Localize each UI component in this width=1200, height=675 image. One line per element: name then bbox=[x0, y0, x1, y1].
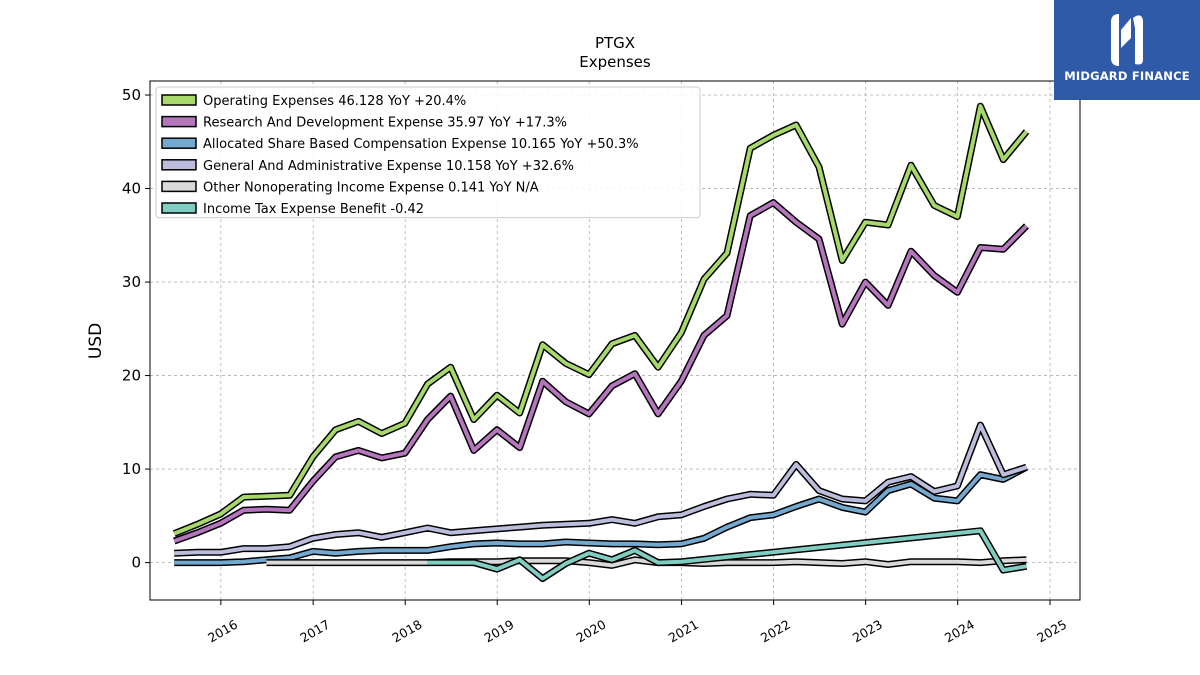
x-axis: 2016 2017 2018 2019 2020 2021 2022 2023 2024 2025 bbox=[205, 600, 1069, 645]
y-tick-label: 40 bbox=[122, 180, 141, 198]
x-tick-label: 2019 bbox=[481, 617, 516, 646]
legend-swatch bbox=[161, 115, 197, 128]
legend-swatch bbox=[161, 137, 197, 149]
x-tick-label: 2018 bbox=[389, 617, 424, 646]
brand-logo: MIDGARD FINANCE bbox=[1054, 0, 1200, 100]
legend-label: Other Nonoperating Income Expense 0.141 … bbox=[203, 180, 539, 195]
y-tick-label: 0 bbox=[131, 554, 141, 572]
legend-swatch bbox=[161, 202, 197, 214]
brand-logo-icon bbox=[1111, 14, 1143, 66]
legend-label: Research And Development Expense 35.97 Y… bbox=[203, 116, 567, 131]
x-tick-label: 2022 bbox=[758, 617, 793, 646]
series-line-6 bbox=[427, 527, 1028, 582]
series-lines bbox=[172, 102, 1030, 582]
x-tick-label: 2023 bbox=[850, 617, 885, 646]
series-stroke bbox=[174, 465, 1028, 565]
y-axis-label: USD bbox=[86, 323, 106, 359]
y-tick-label: 10 bbox=[122, 460, 141, 478]
series-line-1 bbox=[172, 102, 1030, 537]
x-tick-label: 2017 bbox=[297, 617, 332, 646]
x-tick-label: 2024 bbox=[942, 617, 977, 646]
x-tick-label: 2021 bbox=[666, 617, 701, 646]
series-stroke bbox=[174, 423, 1028, 556]
legend-label: Income Tax Expense Benefit -0.42 bbox=[203, 202, 424, 217]
legend-swatch bbox=[161, 159, 197, 171]
legend-label: Allocated Share Based Compensation Expen… bbox=[203, 137, 639, 152]
brand-name: MIDGARD FINANCE bbox=[1064, 69, 1190, 83]
y-tick-label: 50 bbox=[122, 86, 141, 104]
chart-title: PTGX bbox=[595, 34, 635, 52]
legend-label: General And Administrative Expense 10.15… bbox=[203, 159, 574, 174]
x-tick-label: 2016 bbox=[205, 617, 240, 646]
x-tick-label: 2025 bbox=[1034, 617, 1069, 646]
legend: Operating Expenses 46.128 YoY +20.4% Rese… bbox=[155, 86, 701, 219]
series-stroke bbox=[266, 557, 1027, 568]
series-line-2 bbox=[173, 199, 1029, 545]
series-stroke bbox=[173, 104, 1029, 536]
series-line-3 bbox=[174, 464, 1029, 567]
series-outline bbox=[427, 527, 1028, 582]
y-tick-label: 30 bbox=[122, 273, 141, 291]
series-stroke bbox=[173, 200, 1028, 543]
y-axis: 0 10 20 30 40 50 bbox=[122, 86, 150, 572]
series-line-4 bbox=[174, 421, 1028, 557]
series-stroke bbox=[427, 528, 1027, 581]
y-tick-label: 20 bbox=[122, 367, 141, 385]
plot-frame bbox=[149, 80, 1081, 601]
legend-swatch bbox=[161, 180, 197, 193]
legend-box bbox=[155, 86, 701, 219]
legend-swatch bbox=[161, 94, 197, 106]
x-tick-label: 2020 bbox=[574, 617, 609, 646]
series-line-5 bbox=[266, 556, 1027, 569]
legend-label: Operating Expenses 46.128 YoY +20.4% bbox=[203, 94, 466, 109]
chart-subtitle: Expenses bbox=[579, 53, 651, 71]
